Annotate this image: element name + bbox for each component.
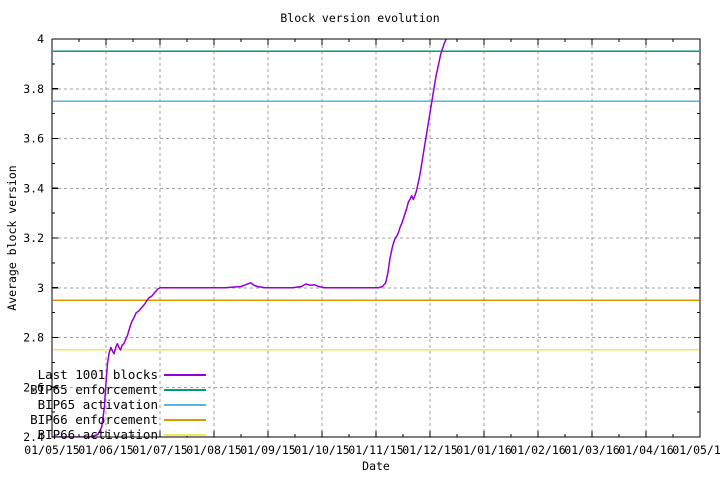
legend-item: BIP65 activation bbox=[38, 397, 206, 412]
x-tick-labels: 01/05/1501/06/1501/07/1501/08/1501/09/15… bbox=[24, 443, 720, 457]
legend-item-label: BIP66 enforcement bbox=[30, 412, 158, 427]
chart-title: Block version evolution bbox=[280, 11, 439, 25]
legend-item: BIP65 enforcement bbox=[30, 382, 206, 397]
x-tick-label: 01/06/15 bbox=[78, 443, 133, 457]
legend-item-label: BIP66 activation bbox=[38, 427, 158, 442]
reference-lines bbox=[53, 50, 699, 351]
series-line bbox=[52, 39, 447, 437]
x-tick-label: 01/01/16 bbox=[456, 443, 511, 457]
x-tick-label: 01/11/15 bbox=[348, 443, 403, 457]
x-tick-label: 01/03/16 bbox=[564, 443, 619, 457]
x-axis-title: Date bbox=[362, 459, 390, 473]
x-tick-label: 01/07/15 bbox=[132, 443, 187, 457]
x-tick-label: 01/12/15 bbox=[402, 443, 457, 457]
y-tick-label: 3 bbox=[37, 281, 44, 295]
x-tick-label: 01/08/15 bbox=[186, 443, 241, 457]
y-tick-label: 2.8 bbox=[23, 331, 44, 345]
legend-item: BIP66 enforcement bbox=[30, 412, 206, 427]
legend-item-label: Last 1001 blocks bbox=[38, 367, 158, 382]
data-series bbox=[52, 39, 447, 437]
y-tick-label: 4 bbox=[37, 32, 44, 46]
y-tick-labels: 2.4 2.6 2.8 3 3.2 3.4 3.6 3.8 4 bbox=[23, 32, 44, 444]
x-tick-label: 01/09/15 bbox=[240, 443, 295, 457]
y-tick-label: 3.2 bbox=[23, 231, 44, 245]
y-tick-label: 3.4 bbox=[23, 181, 44, 195]
tick-marks bbox=[51, 38, 701, 438]
legend-item: BIP66 activation bbox=[38, 427, 206, 442]
x-tick-label: 01/05/16 bbox=[672, 443, 720, 457]
legend-item: Last 1001 blocks bbox=[38, 367, 206, 382]
y-tick-label: 3.8 bbox=[23, 82, 44, 96]
x-tick-label: 01/05/15 bbox=[24, 443, 79, 457]
y-tick-label: 3.6 bbox=[23, 132, 44, 146]
x-tick-label: 01/10/15 bbox=[294, 443, 349, 457]
y-tick-label: 2.6 bbox=[23, 380, 44, 394]
legend-item-label: BIP65 activation bbox=[38, 397, 158, 412]
x-tick-label: 01/02/16 bbox=[510, 443, 565, 457]
y-axis-title: Average block version bbox=[5, 165, 19, 310]
legend-item-label: BIP65 enforcement bbox=[30, 382, 158, 397]
x-tick-label: 01/04/16 bbox=[618, 443, 673, 457]
y-tick-label: 2.4 bbox=[23, 430, 44, 444]
